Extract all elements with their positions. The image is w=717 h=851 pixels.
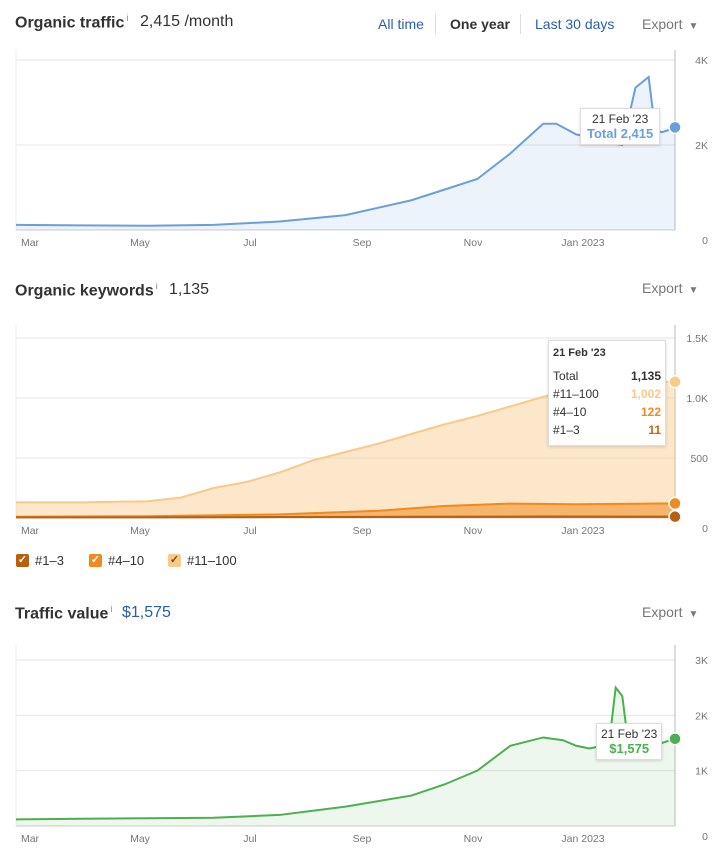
tooltip-date: 21 Feb '23	[553, 347, 606, 359]
range-last-30-days[interactable]: Last 30 days	[535, 16, 615, 32]
tooltip-row-value: 11	[648, 423, 661, 437]
series-line	[15, 75, 676, 227]
x-tick-label: Jan 2023	[561, 525, 604, 537]
y-tick-label: 1.5K	[686, 333, 708, 345]
x-tick-label: Jul	[243, 833, 256, 845]
y-tick-label: 500	[690, 453, 708, 465]
x-tick-label: Jul	[243, 237, 256, 249]
tooltip-row-label: #1–3	[553, 423, 580, 437]
series-area	[16, 381, 675, 518]
tooltip-row: #4–10 122	[553, 403, 661, 421]
tooltip-date: 21 Feb '23	[601, 727, 658, 741]
x-tick-label: Mar	[21, 833, 40, 845]
y-tick-label: 0	[702, 831, 708, 843]
x-tick-label: May	[130, 525, 151, 537]
series-line	[16, 515, 676, 519]
y-tick-label: 0	[702, 523, 708, 535]
x-tick-label: Jan 2023	[561, 833, 604, 845]
traffic-value-chart[interactable]: 3K 2K 1K 0 Mar May Jul Sep Nov Jan 2023	[0, 640, 717, 850]
series-area	[16, 77, 675, 230]
range-divider	[520, 14, 521, 34]
traffic-tooltip: 21 Feb '23 Total 2,415	[580, 108, 661, 145]
organic-traffic-value: 2,415 /month	[140, 13, 234, 30]
caret-down-icon: ▼	[688, 21, 699, 32]
tooltip-date: 21 Feb '23	[591, 112, 649, 126]
tooltip-value: Total 2,415	[587, 126, 654, 141]
export-label: Export	[642, 604, 683, 620]
series-area	[16, 687, 675, 826]
y-tick-label: 1K	[695, 766, 708, 778]
tooltip-row-label: Total	[553, 369, 579, 383]
y-tick-label: 3K	[695, 655, 708, 667]
series-point	[668, 120, 682, 135]
x-tick-label: Jan 2023	[561, 237, 604, 249]
traffic-value-title-text: Traffic value	[15, 605, 109, 623]
y-tick-label: 4K	[695, 55, 708, 67]
tooltip-row-value: 122	[640, 405, 661, 419]
x-tick-label: Nov	[464, 525, 483, 537]
legend-top3[interactable]: ✓ #1–3	[16, 553, 64, 568]
series-area	[16, 503, 675, 518]
tooltip-row: Total 1,135	[553, 367, 661, 385]
x-tick-label: Sep	[353, 525, 372, 537]
export-label: Export	[642, 16, 683, 32]
traffic-export-button[interactable]: Export ▼	[642, 16, 698, 32]
x-tick-label: Mar	[21, 237, 40, 249]
range-all-time[interactable]: All time	[378, 16, 424, 32]
tooltip-row-label: #11–100	[553, 387, 599, 401]
legend-11-100[interactable]: ✓ #11–100	[168, 553, 237, 568]
x-tick-label: May	[130, 833, 151, 845]
series-point	[668, 375, 682, 389]
tooltip-row-label: #4–10	[553, 405, 587, 419]
legend-label: #1–3	[35, 553, 64, 568]
x-tick-label: Mar	[21, 525, 40, 537]
y-tick-label: 2K	[695, 140, 708, 152]
export-label: Export	[642, 280, 683, 296]
info-icon[interactable]: i	[155, 281, 158, 291]
keywords-export-button[interactable]: Export ▼	[642, 280, 698, 296]
info-icon[interactable]: i	[110, 604, 113, 614]
organic-traffic-chart[interactable]: 4K 2K 0 Mar May Jul Sep Nov Jan 2023	[0, 45, 717, 255]
tooltip-row-value: 1,002	[630, 387, 661, 401]
tooltip-row: #1–3 11	[553, 421, 661, 439]
checkbox-checked-icon[interactable]: ✓	[168, 554, 181, 567]
value-tooltip: 21 Feb '23 $1,575	[596, 723, 663, 760]
range-one-year[interactable]: One year	[450, 16, 510, 32]
x-tick-label: Nov	[464, 833, 483, 845]
series-point	[668, 732, 682, 746]
legend-label: #11–100	[187, 553, 237, 568]
caret-down-icon: ▼	[688, 609, 699, 620]
x-tick-label: Sep	[353, 833, 372, 845]
tooltip-rows: Total 1,135 #11–100 1,002 #4–10 122 #1–3 11	[553, 367, 661, 439]
organic-keywords-value: 1,135	[169, 281, 210, 298]
organic-keywords-title-text: Organic keywords	[15, 282, 154, 300]
y-tick-label: 1.0K	[686, 393, 708, 405]
y-tick-label: 0	[702, 235, 708, 247]
checkbox-checked-icon[interactable]: ✓	[16, 554, 29, 567]
organic-traffic-title: Organic traffic i	[15, 13, 128, 32]
checkbox-checked-icon[interactable]: ✓	[89, 554, 102, 567]
traffic-value-title: Traffic value i	[15, 604, 112, 623]
tooltip-row: #11–100 1,002	[553, 385, 661, 403]
range-divider	[435, 14, 436, 34]
x-tick-label: Sep	[353, 237, 372, 249]
x-tick-label: Nov	[464, 237, 483, 249]
series-point	[668, 509, 682, 524]
series-point	[668, 496, 682, 511]
caret-down-icon: ▼	[688, 285, 699, 296]
legend-4-10[interactable]: ✓ #4–10	[89, 553, 144, 568]
keywords-tooltip: 21 Feb '23 Total 1,135 #11–100 1,002 #4–10 12…	[548, 340, 666, 446]
organic-keywords-title: Organic keywords i	[15, 281, 158, 300]
y-tick-label: 2K	[695, 710, 708, 722]
tooltip-row-value: 1,135	[630, 369, 661, 383]
x-tick-label: May	[130, 237, 151, 249]
traffic-value-amount: $1,575	[122, 604, 171, 621]
x-tick-label: Jul	[243, 525, 256, 537]
series-line	[15, 502, 676, 518]
legend-label: #4–10	[108, 553, 145, 568]
value-export-button[interactable]: Export ▼	[642, 604, 698, 620]
info-icon[interactable]: i	[126, 13, 129, 23]
organic-traffic-title-text: Organic traffic	[15, 14, 125, 32]
tooltip-value: $1,575	[609, 741, 650, 756]
